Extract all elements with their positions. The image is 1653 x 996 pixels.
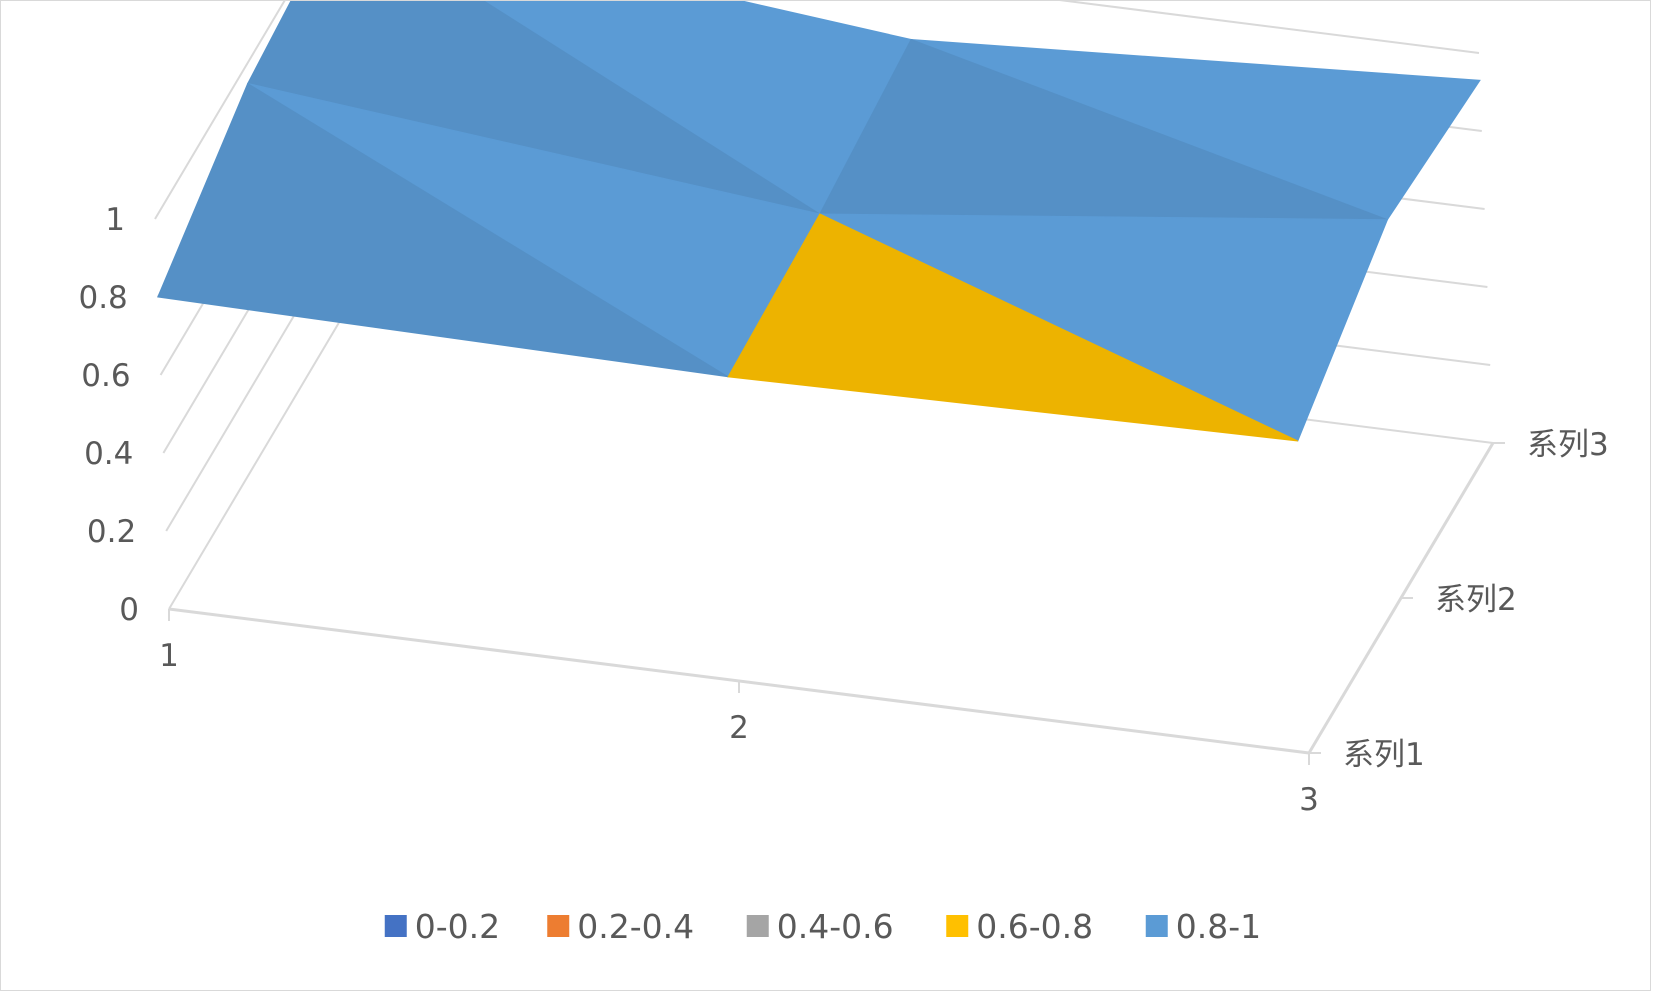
z-axis-tick-label: 0.4 — [84, 436, 133, 472]
legend-swatch — [746, 915, 769, 937]
surface-facet — [157, 82, 729, 378]
floor-axes — [168, 442, 1505, 765]
series-tick-label: 系列3 — [1527, 427, 1609, 463]
z-axis-tick-label: 0.8 — [78, 280, 127, 316]
legend-swatch — [1145, 915, 1168, 937]
z-axis-tick-label: 1 — [105, 202, 125, 238]
z-axis-tick-label: 0.2 — [87, 514, 136, 550]
series-tick-label: 系列2 — [1435, 582, 1517, 618]
z-axis-tick-labels: 0 0.2 0.4 0.6 0.8 1 — [78, 202, 139, 628]
series-axis-tick-labels: 系列1 系列2 系列3 — [1343, 427, 1609, 773]
legend-label: 0.2-0.4 — [577, 907, 694, 946]
legend-swatch — [547, 915, 570, 937]
surface-facet — [727, 213, 1299, 442]
z-axis-tick-label: 0 — [119, 592, 139, 628]
legend-swatch — [384, 915, 407, 937]
category-axis-tick-labels: 1 2 3 — [159, 638, 1319, 818]
z-axis-tick-label: 0.6 — [81, 358, 130, 394]
gridline — [154, 0, 1480, 220]
category-tick-label: 3 — [1299, 782, 1319, 818]
legend-label: 0.8-1 — [1176, 907, 1261, 946]
legend: 0-0.2 0.2-0.4 0.4-0.6 0.6-0.8 0.8-1 — [384, 907, 1261, 946]
category-tick-label: 2 — [729, 710, 749, 746]
legend-label: 0.6-0.8 — [976, 907, 1093, 946]
legend-label: 0.4-0.6 — [777, 907, 894, 946]
category-tick-label: 1 — [159, 638, 179, 674]
series-tick-label: 系列1 — [1343, 737, 1425, 773]
legend-label: 0-0.2 — [415, 907, 500, 946]
legend-swatch — [946, 915, 969, 937]
surface-plot — [157, 0, 1481, 442]
